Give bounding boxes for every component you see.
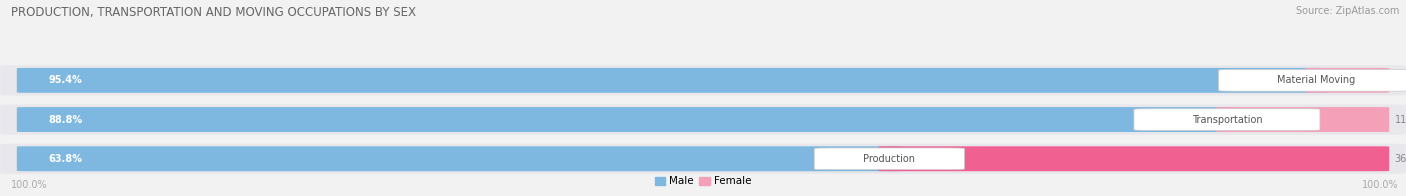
FancyBboxPatch shape xyxy=(1216,107,1389,132)
Text: Material Moving: Material Moving xyxy=(1277,75,1355,85)
Text: Production: Production xyxy=(863,154,915,164)
FancyBboxPatch shape xyxy=(17,146,900,171)
Text: 4.6%: 4.6% xyxy=(1395,75,1406,85)
FancyBboxPatch shape xyxy=(879,146,1389,171)
FancyBboxPatch shape xyxy=(0,104,1406,135)
Text: 63.8%: 63.8% xyxy=(48,154,83,164)
Text: 36.2%: 36.2% xyxy=(1395,154,1406,164)
Legend: Male, Female: Male, Female xyxy=(651,172,755,191)
Text: Transportation: Transportation xyxy=(1192,114,1263,125)
Text: PRODUCTION, TRANSPORTATION AND MOVING OCCUPATIONS BY SEX: PRODUCTION, TRANSPORTATION AND MOVING OC… xyxy=(11,6,416,19)
FancyBboxPatch shape xyxy=(1305,68,1389,93)
Text: 95.4%: 95.4% xyxy=(48,75,83,85)
FancyBboxPatch shape xyxy=(814,148,965,170)
FancyBboxPatch shape xyxy=(17,107,1237,132)
FancyBboxPatch shape xyxy=(1133,109,1320,130)
Text: 88.8%: 88.8% xyxy=(48,114,83,125)
Text: 11.2%: 11.2% xyxy=(1395,114,1406,125)
Text: 100.0%: 100.0% xyxy=(11,180,48,190)
FancyBboxPatch shape xyxy=(0,144,1406,174)
FancyBboxPatch shape xyxy=(1219,70,1406,91)
FancyBboxPatch shape xyxy=(0,65,1406,95)
Text: Source: ZipAtlas.com: Source: ZipAtlas.com xyxy=(1295,6,1399,16)
FancyBboxPatch shape xyxy=(17,68,1327,93)
Text: 100.0%: 100.0% xyxy=(1362,180,1399,190)
